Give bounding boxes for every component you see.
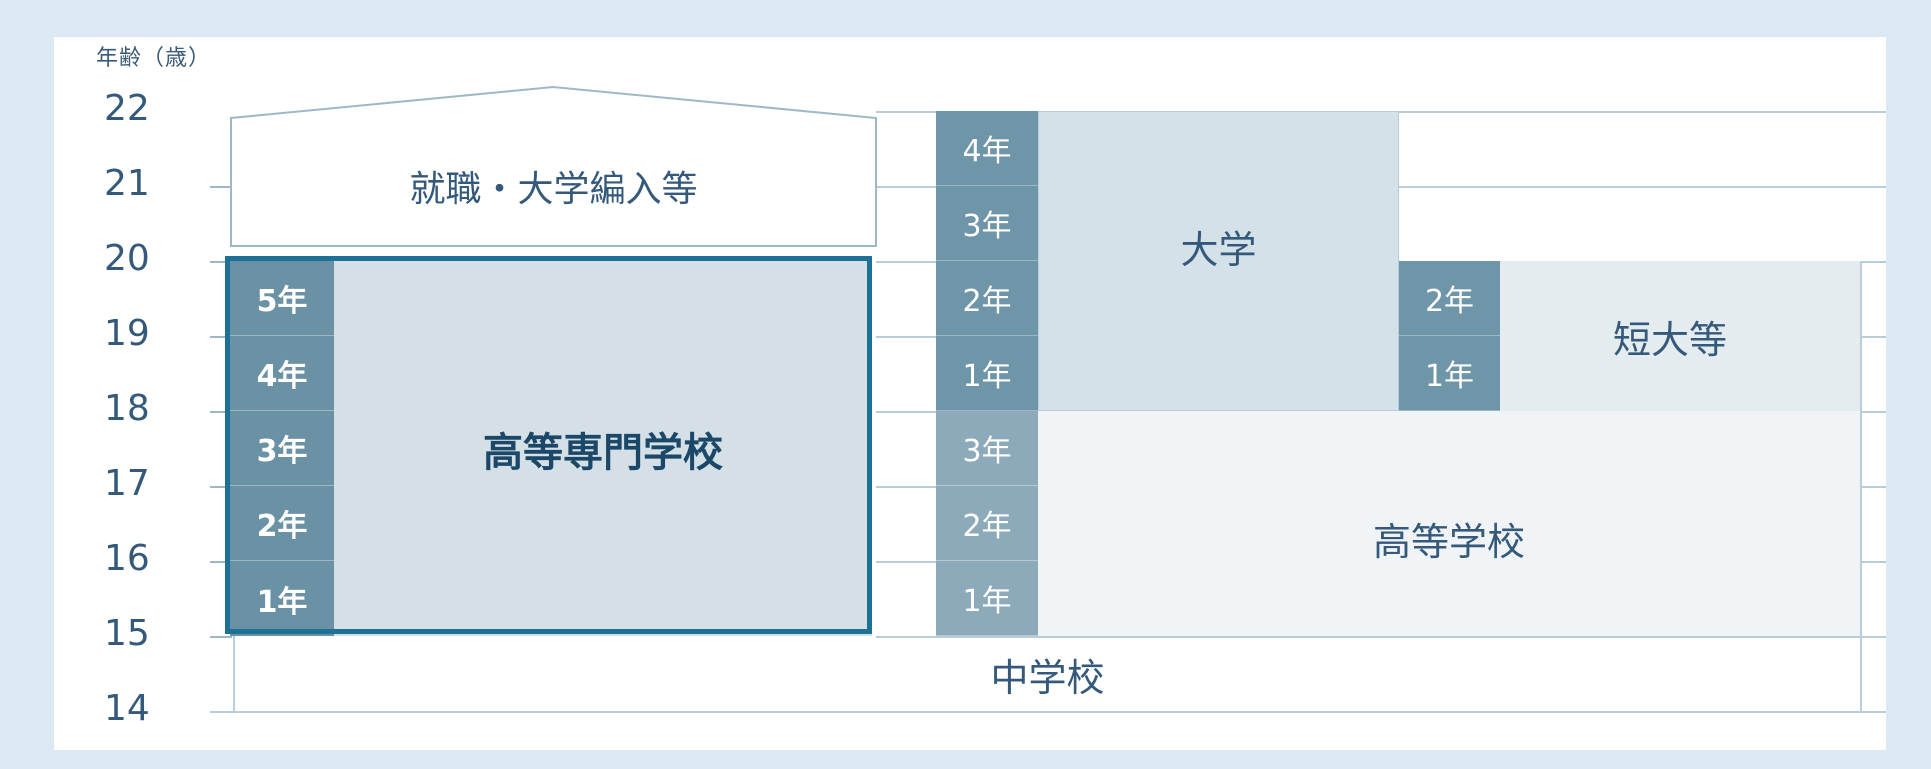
age-tick-21: 21 <box>104 163 150 204</box>
age-tick-18: 18 <box>104 388 150 429</box>
tick-mark <box>210 561 232 563</box>
high-school-year-1: 1年 <box>936 561 1038 636</box>
middle-school-label: 中学校 <box>990 656 1105 700</box>
tick-mark <box>210 261 232 263</box>
kosen-year-1: 1年 <box>230 561 334 636</box>
gridline <box>210 711 1886 713</box>
age-tick-15: 15 <box>104 613 150 654</box>
high-school-block: 高等学校 <box>1038 411 1862 636</box>
tick-mark <box>210 336 232 338</box>
middle-school-block: 中学校 <box>233 636 1862 713</box>
gridline <box>876 636 1886 638</box>
university-year-1: 1年 <box>936 336 1038 411</box>
employment-block: 就職・大学編入等 <box>231 130 876 242</box>
age-tick-16: 16 <box>104 538 150 579</box>
kosen-year-5: 5年 <box>230 261 334 336</box>
age-tick-20: 20 <box>104 238 150 279</box>
tick-mark <box>210 486 232 488</box>
university-year-3: 3年 <box>936 186 1038 261</box>
age-tick-14: 14 <box>104 688 150 729</box>
high-school-year-3: 3年 <box>936 411 1038 486</box>
kosen-highlight-frame <box>225 256 872 634</box>
tick-mark <box>210 411 232 413</box>
junior-college-year-2: 2年 <box>1399 261 1500 336</box>
high-school-label: 高等学校 <box>1372 520 1525 564</box>
employment-label: 就職・大学編入等 <box>409 169 698 210</box>
junior-college-block: 短大等 <box>1500 261 1862 411</box>
axis-title: 年齢（歳） <box>96 46 212 71</box>
age-tick-19: 19 <box>104 313 150 354</box>
age-tick-22: 22 <box>104 88 150 129</box>
kosen-year-4: 4年 <box>230 336 334 411</box>
junior-college-label: 短大等 <box>1612 317 1727 362</box>
university-year-4: 4年 <box>936 111 1038 186</box>
kosen-year-2: 2年 <box>230 486 334 561</box>
university-block: 大学 <box>1038 111 1399 411</box>
university-year-2: 2年 <box>936 261 1038 336</box>
kosen-block: 高等専門学校 <box>334 261 872 636</box>
tick-mark <box>210 186 232 188</box>
age-tick-17: 17 <box>104 463 150 504</box>
university-label: 大学 <box>1180 227 1257 272</box>
kosen-year-3: 3年 <box>230 411 334 486</box>
tick-mark <box>210 636 232 638</box>
high-school-year-2: 2年 <box>936 486 1038 561</box>
junior-college-year-1: 1年 <box>1399 336 1500 411</box>
kosen-label: 高等専門学校 <box>483 429 723 476</box>
